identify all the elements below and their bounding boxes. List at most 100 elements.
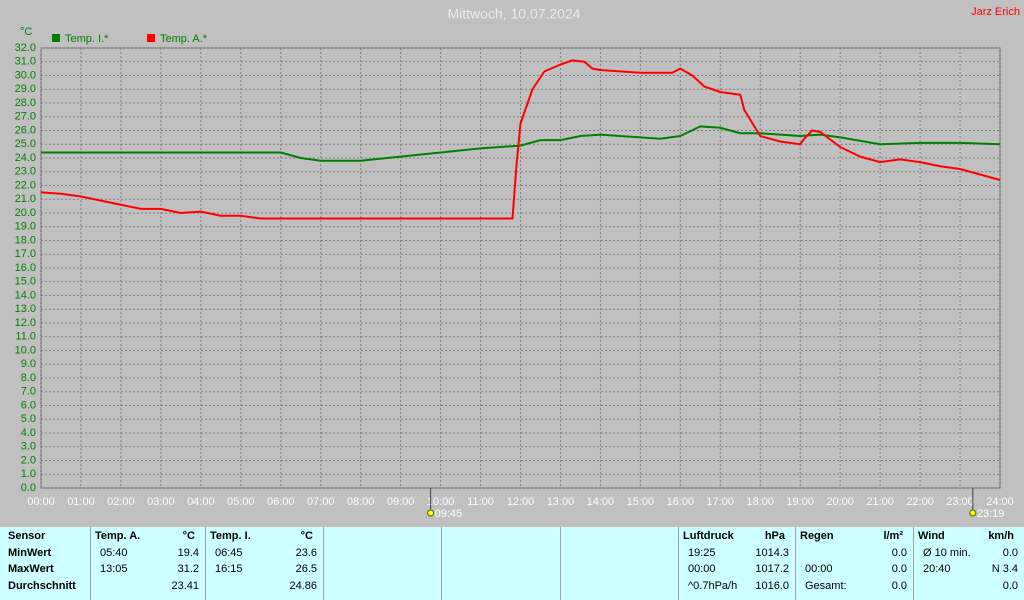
row-label: MaxWert — [8, 563, 54, 575]
time-cell: 19:25 — [688, 547, 716, 559]
series-line — [41, 125, 1001, 162]
value-cell: 0.0 — [1002, 547, 1018, 559]
x-tick-label: 17:00 — [707, 496, 735, 508]
y-tick-label: 4.0 — [21, 427, 36, 439]
y-tick-label: 17.0 — [15, 248, 36, 260]
legend-swatch — [52, 34, 60, 42]
y-tick-label: 14.0 — [15, 289, 36, 301]
panel-unit: l/m² — [883, 530, 903, 542]
value-cell: 1016.0 — [755, 580, 789, 592]
value-cell: 1017.2 — [755, 563, 789, 575]
y-tick-label: 19.0 — [15, 221, 36, 233]
y-tick-label: 30.0 — [15, 69, 36, 81]
panel-header: Wind — [918, 530, 945, 542]
legend-label: Temp. A.* — [160, 33, 208, 45]
time-cell: Ø 10 min. — [923, 547, 971, 559]
x-tick-label: 21:00 — [866, 496, 894, 508]
x-tick-label: 06:00 — [267, 496, 295, 508]
y-tick-label: 32.0 — [15, 42, 36, 54]
x-tick-label: 05:00 — [227, 496, 255, 508]
y-tick-label: 29.0 — [15, 83, 36, 95]
value-cell: 0.0 — [891, 563, 907, 575]
column-separator — [323, 527, 324, 600]
x-tick-label: 00:00 — [27, 496, 55, 508]
sun-icon — [427, 509, 435, 517]
series-line — [40, 59, 1001, 220]
x-tick-label: 03:00 — [147, 496, 175, 508]
value-cell: 1014.3 — [755, 547, 789, 559]
value-cell: 19.4 — [177, 547, 199, 559]
y-label: °C — [20, 26, 32, 38]
column-separator — [205, 527, 206, 600]
y-tick-label: 7.0 — [21, 386, 36, 398]
panel-unit: °C — [300, 530, 313, 542]
time-cell: Gesamt: — [805, 580, 847, 592]
annotation-label: 23:19 — [977, 508, 1005, 520]
author: Jarz Erich — [971, 6, 1020, 18]
value-cell: 23.41 — [171, 580, 199, 592]
column-separator — [913, 527, 914, 600]
stats-table: Sensor MinWert MaxWert Durchschnitt Temp. A.… — [0, 527, 1024, 600]
y-tick-label: 25.0 — [15, 138, 36, 150]
y-tick-label: 26.0 — [15, 124, 36, 136]
x-tick-label: 08:00 — [347, 496, 375, 508]
legend-swatch — [147, 34, 155, 42]
x-tick-label: 19:00 — [786, 496, 814, 508]
panel-unit: hPa — [764, 530, 785, 542]
panel-unit: km/h — [988, 530, 1014, 542]
y-tick-label: 22.0 — [15, 179, 36, 191]
x-tick-label: 01:00 — [67, 496, 95, 508]
time-cell: 20:40 — [923, 563, 951, 575]
x-tick-label: 11:00 — [467, 496, 494, 508]
y-tick-label: 11.0 — [15, 331, 36, 343]
y-tick-label: 12.0 — [15, 317, 36, 329]
x-tick-label: 16:00 — [667, 496, 695, 508]
x-tick-label: 24:00 — [986, 496, 1014, 508]
y-tick-label: 18.0 — [15, 234, 36, 246]
x-tick-label: 14:00 — [587, 496, 615, 508]
y-tick-label: 24.0 — [15, 152, 36, 164]
time-cell: 06:45 — [215, 547, 243, 559]
y-tick-label: 1.0 — [21, 468, 36, 480]
row-label: MinWert — [8, 547, 52, 559]
y-tick-label: 2.0 — [21, 454, 36, 466]
y-tick-label: 23.0 — [15, 166, 36, 178]
value-cell: N 3.4 — [991, 563, 1018, 575]
y-tick-label: 0.0 — [21, 482, 36, 494]
y-tick-label: 27.0 — [15, 111, 36, 123]
x-tick-label: 10:00 — [427, 496, 455, 508]
y-tick-label: 15.0 — [15, 276, 36, 288]
x-tick-label: 20:00 — [826, 496, 854, 508]
y-tick-label: 9.0 — [21, 358, 36, 370]
y-tick-label: 5.0 — [21, 413, 36, 425]
row-label: Durchschnitt — [8, 580, 76, 592]
annotation-label: 09:45 — [435, 508, 463, 520]
panel-header: Luftdruck — [683, 530, 734, 542]
time-cell: 00:00 — [805, 563, 833, 575]
value-cell: 0.0 — [1002, 580, 1018, 592]
sun-icon — [969, 509, 977, 517]
y-tick-label: 16.0 — [15, 262, 36, 274]
column-separator — [441, 527, 442, 600]
y-tick-label: 8.0 — [21, 372, 36, 384]
y-tick-label: 13.0 — [15, 303, 36, 315]
column-separator — [795, 527, 796, 600]
value-cell: 0.0 — [891, 580, 907, 592]
y-tick-label: 10.0 — [15, 344, 36, 356]
time-cell: 00:00 — [688, 563, 716, 575]
column-separator — [90, 527, 91, 600]
chart-title: Mittwoch, 10.07.2024 — [447, 6, 580, 22]
x-tick-label: 18:00 — [746, 496, 774, 508]
x-tick-label: 07:00 — [307, 496, 335, 508]
panel-header: Temp. I. — [210, 530, 251, 542]
x-tick-label: 12:00 — [507, 496, 535, 508]
y-tick-label: 6.0 — [21, 399, 36, 411]
value-cell: 24.86 — [289, 580, 317, 592]
value-cell: 26.5 — [295, 563, 317, 575]
value-cell: 0.0 — [891, 547, 907, 559]
row-label: Sensor — [8, 530, 46, 542]
column-separator — [560, 527, 561, 600]
panel-header: Regen — [800, 530, 834, 542]
y-tick-label: 28.0 — [15, 97, 36, 109]
